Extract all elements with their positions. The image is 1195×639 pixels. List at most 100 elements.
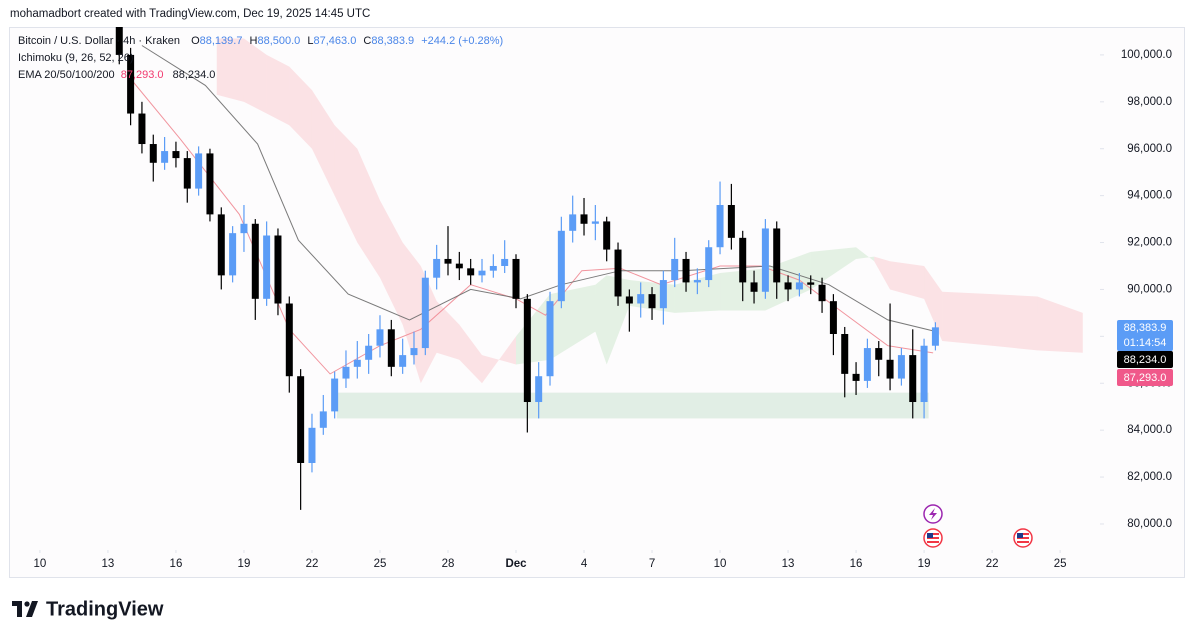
ema-slow-box	[1117, 351, 1173, 368]
candle-body	[739, 237, 747, 283]
candle-body	[569, 214, 577, 231]
x-tick-label: 13	[102, 558, 115, 570]
y-tick-label: 100,000.0	[1121, 49, 1172, 61]
x-tick-label: 19	[238, 558, 251, 570]
candle-body	[716, 205, 724, 248]
ema-slow-price: 88,234.0	[1124, 354, 1167, 366]
ohlc-value: 87,463.0	[314, 35, 357, 47]
demand-zone	[336, 392, 929, 419]
brand-name: TradingView	[46, 598, 164, 620]
candle-body	[501, 258, 509, 266]
candle-body	[331, 378, 339, 412]
ohlc-value: 88,139.7	[200, 35, 243, 47]
x-tick-label: 10	[34, 558, 47, 570]
ichimoku-cloud	[216, 38, 244, 102]
candle-body	[886, 359, 894, 379]
candle-body	[115, 27, 123, 55]
candle-body	[931, 327, 939, 346]
candle-body	[149, 144, 157, 163]
y-tick-label: 92,000.0	[1127, 237, 1172, 249]
candle-body	[444, 258, 452, 264]
candle-body	[489, 265, 497, 271]
y-tick-label: 94,000.0	[1127, 190, 1172, 202]
attribution: mohamadbort created with TradingView.com…	[10, 8, 370, 20]
candle-body	[478, 270, 486, 276]
ema-line	[141, 45, 934, 332]
ema-value: 88,234.0	[173, 69, 216, 81]
candle-body	[875, 348, 883, 360]
ohlc-value: 88,383.9	[371, 35, 414, 47]
candle-body	[251, 223, 259, 299]
candle-body	[761, 228, 769, 292]
x-tick-label: 13	[782, 558, 795, 570]
ichimoku-cloud	[992, 294, 1038, 351]
ichimoku-cloud	[311, 90, 335, 196]
candle-body	[297, 376, 305, 463]
ichimoku-cloud	[334, 125, 358, 243]
y-tick-label: 90,000.0	[1127, 283, 1172, 295]
ichimoku-cloud	[856, 247, 875, 262]
candle-body	[603, 221, 611, 250]
candle-body	[682, 258, 690, 283]
ohlc-key: O	[191, 35, 200, 47]
candle-body	[319, 411, 327, 428]
x-tick-label: 25	[374, 558, 387, 570]
candle-body	[909, 355, 917, 403]
ichimoku-cloud	[606, 275, 630, 365]
candle-body	[863, 348, 871, 381]
candle-body	[648, 294, 656, 309]
ema-label: EMA 20/50/100/200	[18, 69, 115, 81]
chart-frame	[9, 27, 1185, 578]
candle-body	[183, 158, 191, 189]
candle-body	[138, 113, 146, 145]
x-tick-label: Dec	[505, 558, 527, 570]
candle-body	[795, 282, 803, 290]
candle-body	[512, 258, 520, 299]
ohlc-key: H	[250, 35, 258, 47]
candle-body	[285, 303, 293, 377]
candle-body	[274, 235, 282, 304]
candle-body	[263, 235, 271, 299]
ichimoku-cloud	[924, 265, 943, 342]
plot-area	[115, 27, 1083, 510]
ichimoku-cloud	[942, 291, 993, 346]
x-tick-label: 10	[714, 558, 727, 570]
candle-body	[727, 205, 735, 238]
us-flag-icon	[1013, 528, 1033, 548]
candle-body	[659, 280, 667, 309]
y-tick-label: 96,000.0	[1127, 143, 1172, 155]
candle-body	[637, 294, 645, 304]
candle-body	[353, 359, 361, 367]
ohlc-value: 88,500.0	[257, 35, 300, 47]
candle-body	[773, 228, 781, 283]
logo	[12, 601, 38, 617]
candle-body	[421, 277, 429, 349]
candle-body	[693, 280, 701, 283]
x-tick-label: 4	[581, 558, 588, 570]
candle-body	[829, 301, 837, 334]
candle-body	[376, 329, 384, 346]
ichimoku-cloud	[459, 324, 483, 384]
ichimoku-cloud	[890, 261, 925, 299]
candle-body	[807, 282, 815, 285]
ichimoku-cloud	[436, 301, 460, 360]
legend-row: Bitcoin / U.S. Dollar · 4h · Kraken O88,…	[18, 35, 503, 47]
candle-body	[217, 214, 225, 276]
legend-row: EMA 20/50/100/200 87,293.0 88,234.0	[18, 69, 215, 81]
candle-body	[240, 223, 248, 234]
ichimoku-label: Ichimoku (9, 26, 52, 26)	[18, 52, 134, 64]
y-tick-label: 84,000.0	[1127, 424, 1172, 436]
ohlc-key: L	[307, 35, 313, 47]
candle-body	[535, 376, 543, 403]
candle-body	[580, 214, 588, 224]
x-tick-label: 19	[918, 558, 931, 570]
last-price-box	[1117, 320, 1173, 351]
last-price: 88,383.9	[1124, 322, 1167, 334]
us-flag-icon	[923, 528, 943, 548]
y-tick-label: 98,000.0	[1127, 96, 1172, 108]
candle-body	[705, 247, 713, 281]
axes: 80,000.082,000.084,000.086,000.088,000.0…	[34, 49, 1172, 570]
candle-body	[433, 258, 441, 278]
